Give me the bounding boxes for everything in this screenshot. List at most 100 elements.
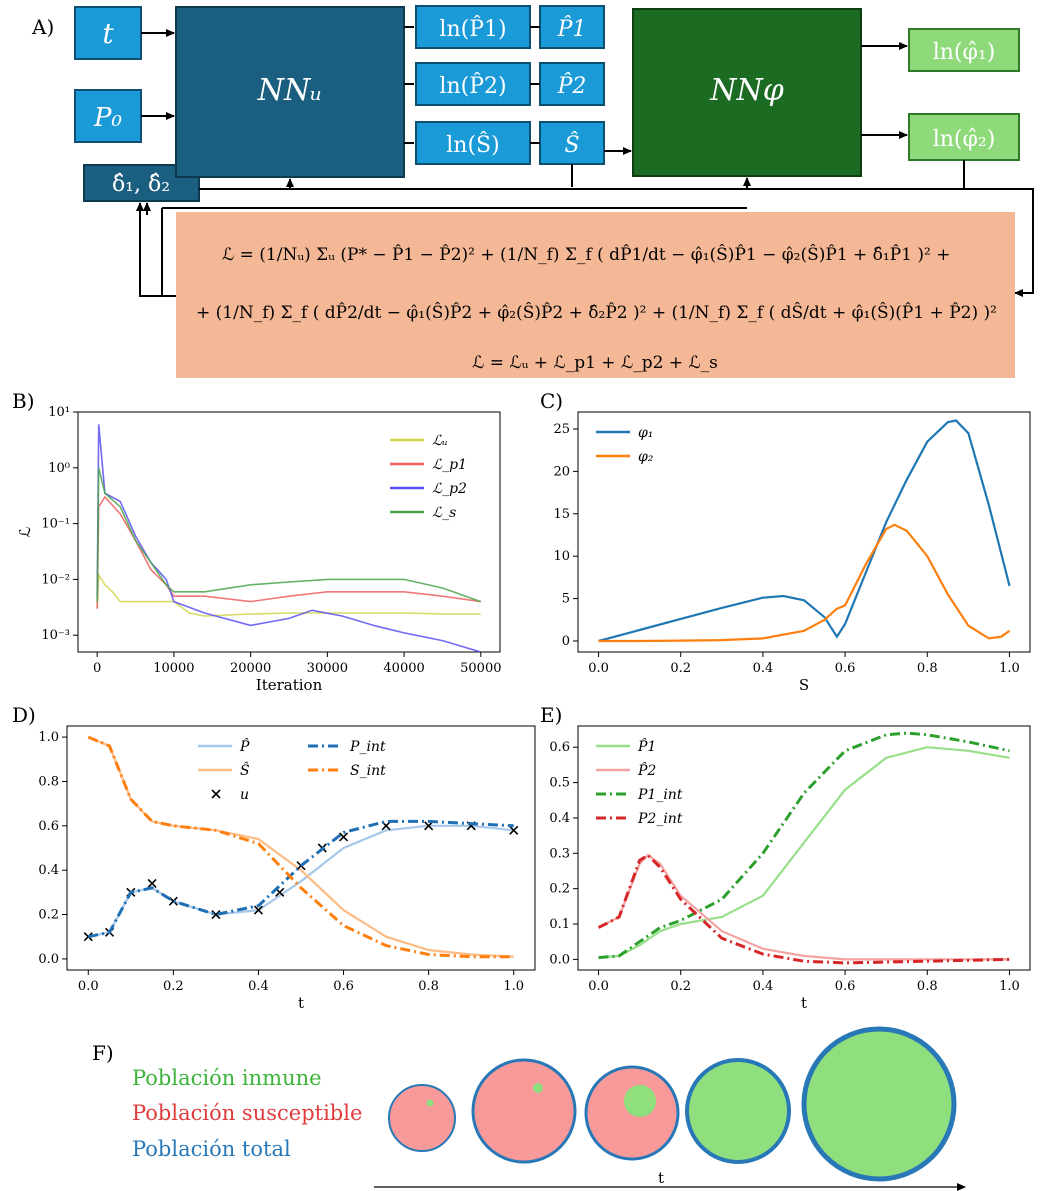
plot-d-marker-14 <box>509 825 519 835</box>
plot-b-xtick-label-4: 40000 <box>383 661 424 676</box>
plot-c-ytick-label-2: 10 <box>553 549 570 564</box>
plot-b-ytick-label-1: 10⁰ <box>48 461 70 476</box>
plot-b: 0 10000 20000 30000 40000 50000 10¹ 10⁰ 10⁻¹ 10⁻²… <box>16 405 501 694</box>
plot-c-ytick-label-1: 5 <box>562 592 570 607</box>
plot-e-xtick-label-1: 0.2 <box>670 979 691 994</box>
panel-a: A) t P₀ δ̂₁, δ̂₂ NNᵤ ln(P̂1) P̂1 ln(P̂2)… <box>31 5 1034 378</box>
plot-e-legend-label-3: P2_int <box>637 811 683 827</box>
plot-b-series-2 <box>96 424 482 652</box>
plot-c-legend-label-1: φ₂ <box>638 449 654 465</box>
plot-b-series-0 <box>96 572 481 617</box>
plot-b-legend-label-1: ℒ_p1 <box>432 457 467 473</box>
immune-dot-stage-2 <box>533 1083 543 1093</box>
plot-d-legend-swatch-2 <box>211 789 221 799</box>
plot-d-series-0 <box>88 824 514 938</box>
arrow-delta-to-loss <box>199 188 1034 297</box>
plot-c-legend-label-0: φ₁ <box>638 425 653 441</box>
plot-e-legend-label-1: P̂2 <box>637 761 656 779</box>
out-ln-phi1-label: ln(φ̂₁) <box>933 40 996 65</box>
plot-d-legend-label-1: Ŝ <box>240 761 250 779</box>
diagram-arrows <box>136 26 1034 297</box>
plot-c-ytick-label-5: 25 <box>553 422 570 437</box>
plot-e-frame <box>577 725 1031 971</box>
plot-b-series-3 <box>96 467 482 603</box>
plot-e-xtick-label-5: 1.0 <box>999 979 1020 994</box>
plot-e-series-1 <box>597 853 1010 961</box>
plot-d-marker-4 <box>168 896 178 906</box>
plot-e-series-0 <box>598 746 1010 959</box>
panel-f: F) Población inmune Población susceptibl… <box>92 1026 966 1191</box>
panel-label-e: E) <box>540 703 562 727</box>
out-p1-label: P̂1 <box>557 16 587 42</box>
plot-d-legend-label-0: P̂ <box>239 737 250 755</box>
plot-b-xtick-label-5: 50000 <box>460 661 501 676</box>
plot-b-xlabel: Iteration <box>256 676 323 694</box>
plot-c-xtick-label-5: 1.0 <box>999 661 1020 676</box>
plot-e-ytick-label-3: 0.3 <box>549 846 570 861</box>
plot-d-series-1 <box>87 736 514 958</box>
plot-c-ytick-label-4: 20 <box>553 464 570 479</box>
plot-e-ytick-label-2: 0.2 <box>549 882 570 897</box>
circle-stage-4 <box>685 1058 791 1164</box>
plot-b-xtick-label-2: 20000 <box>230 661 271 676</box>
panel-label-d: D) <box>12 703 36 727</box>
nn-u-box <box>175 6 405 178</box>
circle-stage-1 <box>388 1084 456 1152</box>
input-t-label: t <box>102 17 114 50</box>
plot-b-xtick-label-3: 30000 <box>307 661 348 676</box>
plot-e-xtick-label-3: 0.6 <box>835 979 856 994</box>
plot-e-legend-label-0: P̂1 <box>637 737 656 755</box>
out-ln-phi2-label: ln(φ̂₂) <box>933 127 996 152</box>
plot-b-legend-label-2: ℒ_p2 <box>432 481 467 497</box>
plot-d-ytick-label-5: 1.0 <box>38 730 59 745</box>
plot-e-ytick-label-5: 0.5 <box>549 776 570 791</box>
plot-e-series-2 <box>598 731 1010 960</box>
nn-phi-box <box>632 8 862 177</box>
plot-c-series-0 <box>598 419 1011 643</box>
plot-d-marker-5 <box>211 909 221 920</box>
loss-line-3: ℒ = ℒᵤ + ℒ_p1 + ℒ_p2 + ℒ_s <box>472 353 718 373</box>
plot-e-xtick-label-4: 0.8 <box>917 979 938 994</box>
input-t-box <box>74 6 142 60</box>
plot-d-marker-0 <box>83 932 93 942</box>
plot-b-ylabel: ℒ <box>16 526 34 537</box>
plot-b-series-1 <box>96 495 481 609</box>
plot-b-legend-label-0: ℒᵤ <box>432 433 448 449</box>
out-ln-p1-box <box>415 5 531 49</box>
plot-d-ytick-label-1: 0.2 <box>38 908 59 923</box>
plot-c-xlabel: S <box>799 676 809 694</box>
out-ln-p2-label: ln(P̂2) <box>439 73 506 99</box>
plot-b-ytick-label-3: 10⁻² <box>41 572 70 587</box>
input-p0-label: P₀ <box>93 103 122 133</box>
nn-phi-label: NNφ <box>709 73 784 108</box>
immune-dot-stage-1 <box>426 1099 434 1107</box>
plot-b-xtick-label-0: 0 <box>93 661 101 676</box>
nn-u-outputs: ln(P̂1) P̂1 ln(P̂2) P̂2 ln(Ŝ) Ŝ <box>415 5 605 165</box>
delta-label: δ̂₁, δ̂₂ <box>112 172 170 197</box>
plot-e-xlabel: t <box>801 994 807 1012</box>
plot-e-ytick-label-1: 0.1 <box>549 917 570 932</box>
plot-d-series-group <box>83 735 519 959</box>
plot-e-ytick-label-0: 0.0 <box>549 952 570 967</box>
plot-d-marker-10 <box>338 832 349 842</box>
plot-d-series-4 <box>87 735 514 959</box>
time-axis-label: t <box>658 1169 664 1187</box>
plot-d-xlabel: t <box>298 994 304 1012</box>
plot-d-marker-3 <box>147 878 157 889</box>
plot-c-ytick-label-0: 0 <box>562 634 570 649</box>
loss-box <box>176 212 1015 378</box>
plot-d-legend-label-3: P_int <box>349 739 386 755</box>
out-ln-p2-box <box>415 62 531 106</box>
plot-d-marker-6 <box>253 905 264 915</box>
plot-d-ytick-label-3: 0.6 <box>38 819 59 834</box>
plot-e-xtick-label-2: 0.4 <box>753 979 774 994</box>
out-ln-s-box <box>415 121 531 165</box>
out-ln-s-label: ln(Ŝ) <box>446 131 499 158</box>
out-ln-phi1-box <box>908 28 1020 72</box>
plot-e-series-group <box>597 731 1010 965</box>
panel-label-c: C) <box>540 389 563 413</box>
plot-d: 0.0 0.2 0.4 0.6 0.8 1.0 0.0 0.2 0.4 0.6 0.8 1.0 t P̂ Ŝ… <box>38 725 536 1012</box>
plot-e-ytick-label-6: 0.6 <box>549 740 570 755</box>
plot-d-xtick-label-4: 0.8 <box>418 979 439 994</box>
